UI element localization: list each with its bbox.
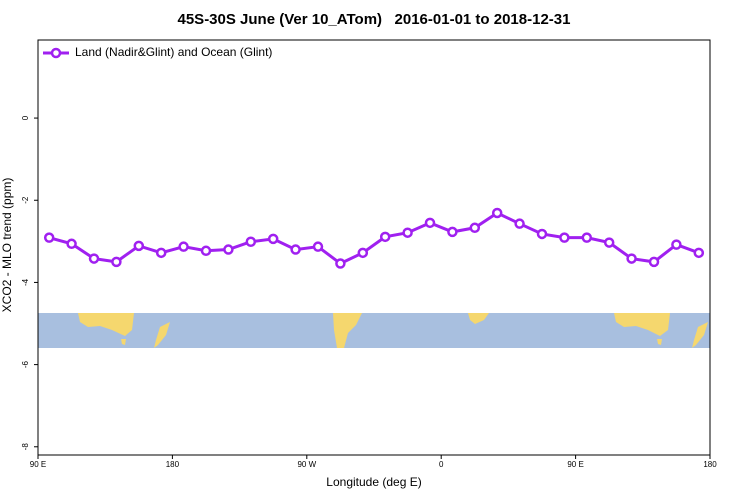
land — [468, 313, 489, 324]
data-point — [671, 239, 682, 250]
data-point — [223, 244, 234, 255]
data-point — [335, 258, 346, 269]
x-tick-label: 90 E — [30, 460, 46, 469]
data-point — [491, 207, 503, 219]
data-point — [424, 217, 436, 229]
y-axis-label: XCO2 - MLO trend (ppm) — [0, 178, 14, 313]
legend-marker — [50, 47, 62, 59]
data-point — [626, 253, 637, 264]
plot-frame — [37, 39, 711, 456]
data-point — [178, 241, 189, 252]
x-tick-label: 90 E — [567, 460, 583, 469]
land — [657, 339, 662, 345]
x-tick-label: 90 W — [297, 460, 316, 469]
data-point — [245, 236, 257, 247]
land — [154, 322, 170, 348]
data-point — [111, 256, 122, 268]
land — [121, 339, 126, 345]
x-tick-label: 0 — [439, 460, 444, 469]
y-tick-label: -2 — [21, 196, 30, 204]
land — [78, 313, 134, 336]
land — [614, 313, 670, 336]
data-point — [603, 237, 615, 248]
data-point — [200, 245, 212, 257]
legend-label: Land (Nadir&Glint) and Ocean (Glint) — [75, 45, 272, 59]
data-point — [155, 247, 167, 259]
data-point — [693, 247, 705, 259]
data-point — [469, 222, 481, 234]
x-axis-label: Longitude (deg E) — [326, 475, 421, 489]
data-point — [66, 238, 77, 250]
chart-title: 45S-30S June (Ver 10_ATom) 2016-01-01 to… — [178, 11, 571, 28]
data-point — [357, 247, 369, 259]
y-tick-label: -4 — [21, 278, 30, 286]
x-tick-label: 180 — [703, 460, 717, 469]
x-tick-label: 180 — [166, 460, 180, 469]
data-point — [133, 240, 145, 252]
data-point — [648, 256, 660, 268]
data-point — [559, 232, 570, 243]
map-strip — [38, 313, 710, 348]
y-tick-label: -8 — [21, 443, 30, 451]
data-point — [581, 232, 593, 243]
data-point — [267, 233, 279, 245]
land — [692, 322, 708, 348]
data-point — [290, 244, 301, 255]
y-tick-label: 0 — [21, 115, 30, 120]
data-point — [379, 231, 391, 243]
ocean — [38, 313, 710, 348]
data-point — [88, 253, 100, 264]
land — [333, 313, 362, 348]
data-point — [43, 232, 55, 243]
data-point — [402, 227, 413, 238]
data-point — [312, 241, 324, 252]
y-tick-label: -6 — [21, 361, 30, 369]
data-point — [447, 226, 458, 238]
data-point — [514, 218, 525, 229]
data-point — [536, 228, 548, 240]
